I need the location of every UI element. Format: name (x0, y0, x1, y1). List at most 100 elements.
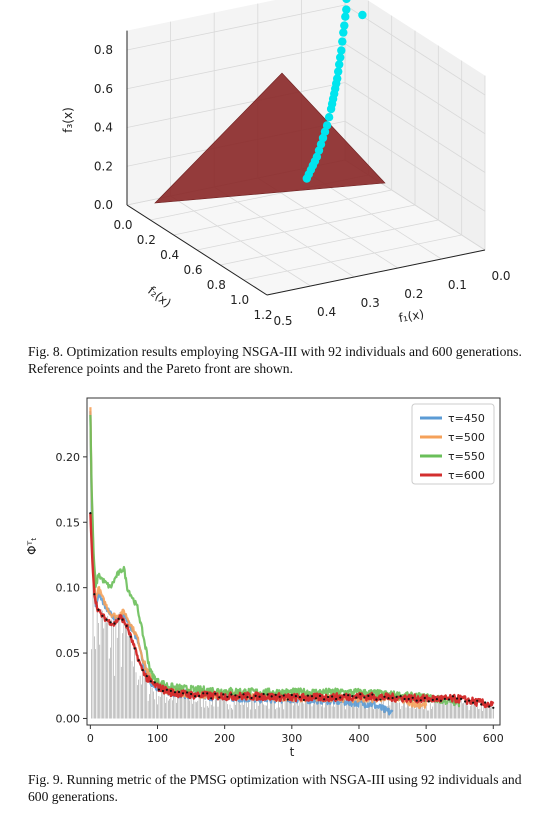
wall-grid-f3b (344, 120, 486, 212)
series-600-marker (206, 692, 209, 695)
pareto-point (342, 5, 351, 14)
wall-grid-f3a (126, 82, 346, 128)
pareto-point (337, 46, 346, 55)
series-600-marker (335, 697, 338, 701)
f3-tick-label: 0.2 (94, 159, 113, 173)
figure-9-caption: Fig. 9. Running metric of the PMSG optim… (28, 772, 522, 804)
series-600-marker (121, 618, 124, 621)
x-tick-label: 500 (416, 732, 437, 745)
series-600-marker (367, 694, 370, 697)
series-600-marker (242, 693, 245, 696)
series-600-marker (161, 689, 164, 693)
fig9-line-chart: 0 100 200 300 400 500 600 0.00 0.05 0.10 0.15 0.20… (25, 397, 504, 759)
series-600-marker (411, 696, 414, 699)
series-600-marker (318, 694, 322, 697)
series-600-marker (137, 659, 140, 662)
figure-8-caption: Fig. 8. Optimization results employing N… (28, 344, 522, 376)
series-600-marker (399, 695, 402, 698)
series-600-marker (177, 690, 181, 694)
pareto-point (341, 12, 350, 21)
series-600-marker (258, 695, 261, 698)
series-600-marker (294, 695, 297, 698)
pareto-point (342, 0, 351, 4)
y-tick-label: 0.20 (56, 451, 81, 464)
series-600-marker (149, 680, 152, 683)
series-600-marker (157, 688, 160, 691)
f2-axis-label: f₂(x) (145, 283, 174, 310)
x-tick-label: 100 (147, 732, 168, 745)
series-600-marker (234, 694, 237, 697)
f1-tick-label: 0.0 (491, 269, 510, 283)
series-600-marker (169, 689, 172, 692)
series-600-marker (290, 693, 293, 697)
pareto-point (338, 37, 347, 46)
floor-grid-f2 (243, 234, 462, 281)
series-600-marker (254, 694, 257, 697)
f1-tick-label: 0.5 (273, 314, 292, 328)
series-600-marker (427, 700, 430, 703)
y-tick-label: 0.10 (56, 582, 81, 595)
series-600-marker (327, 695, 330, 699)
pareto-point (334, 67, 343, 76)
y-axis-label: Φᵀₜ (25, 537, 39, 555)
series-600-marker (93, 593, 96, 596)
series-line-4 (89, 513, 495, 709)
series-600-marker (190, 692, 193, 696)
floor-grid-f2 (173, 189, 392, 236)
pareto-point (336, 53, 345, 62)
f1-tick-label: 0.4 (317, 305, 336, 319)
series-600-marker (202, 692, 205, 695)
x-tick-label: 400 (348, 732, 369, 745)
series-600-marker (351, 695, 354, 698)
series-600-marker (262, 692, 265, 696)
series-600-marker (274, 693, 277, 696)
series-600-marker (435, 698, 438, 701)
series-600-marker (181, 692, 185, 695)
series-600-marker (218, 696, 221, 699)
pareto-point (339, 28, 348, 37)
pareto-point (340, 21, 349, 30)
generation-spikes (91, 565, 494, 719)
series-600-marker (407, 697, 410, 701)
series-600-marker (141, 669, 144, 672)
series-600-marker (230, 693, 233, 696)
series-600-marker (101, 614, 104, 617)
legend: τ=450 τ=500 τ=550 τ=600 (411, 403, 495, 485)
series-600-marker (375, 698, 378, 701)
y-tick-label: 0.05 (56, 647, 81, 660)
series-600-marker (298, 696, 301, 699)
f1-tick-label: 0.3 (361, 296, 380, 310)
series-600-marker (246, 696, 249, 699)
series-600-marker (431, 698, 434, 701)
series-600-marker (355, 696, 358, 699)
floor-grid-f2 (196, 204, 416, 251)
series-600-marker (306, 694, 309, 697)
series-600-marker (278, 695, 281, 698)
f3-tick-label: 0.0 (94, 198, 113, 212)
wall-grid-f3b (344, 4, 486, 96)
wall-grid-f3a (126, 43, 346, 90)
series-600-marker (250, 696, 253, 700)
f2-tick-label: 0.6 (183, 263, 202, 277)
series-600-marker (371, 693, 374, 696)
series-600-marker (468, 699, 471, 702)
y-tick-label: 0.15 (56, 516, 81, 529)
series-600-marker (464, 700, 467, 703)
series-600-marker (186, 691, 189, 694)
f2-tick-label: 1.0 (230, 293, 249, 307)
pareto-point (335, 60, 344, 69)
series-600-marker (383, 695, 386, 698)
series-600-marker (343, 693, 346, 696)
series-600-marker (331, 695, 334, 698)
series-600-marker (379, 698, 382, 701)
series-600-marker (359, 693, 362, 696)
series-600-marker (395, 695, 398, 698)
series-600-marker (451, 695, 455, 698)
series-lines (89, 407, 495, 716)
reference-surface (154, 72, 386, 204)
f1-axis-line (266, 249, 486, 296)
pareto-point (358, 10, 367, 20)
f3-tick-label: 0.4 (94, 121, 113, 135)
series-600-marker (419, 699, 422, 702)
series-600-marker (125, 624, 128, 627)
